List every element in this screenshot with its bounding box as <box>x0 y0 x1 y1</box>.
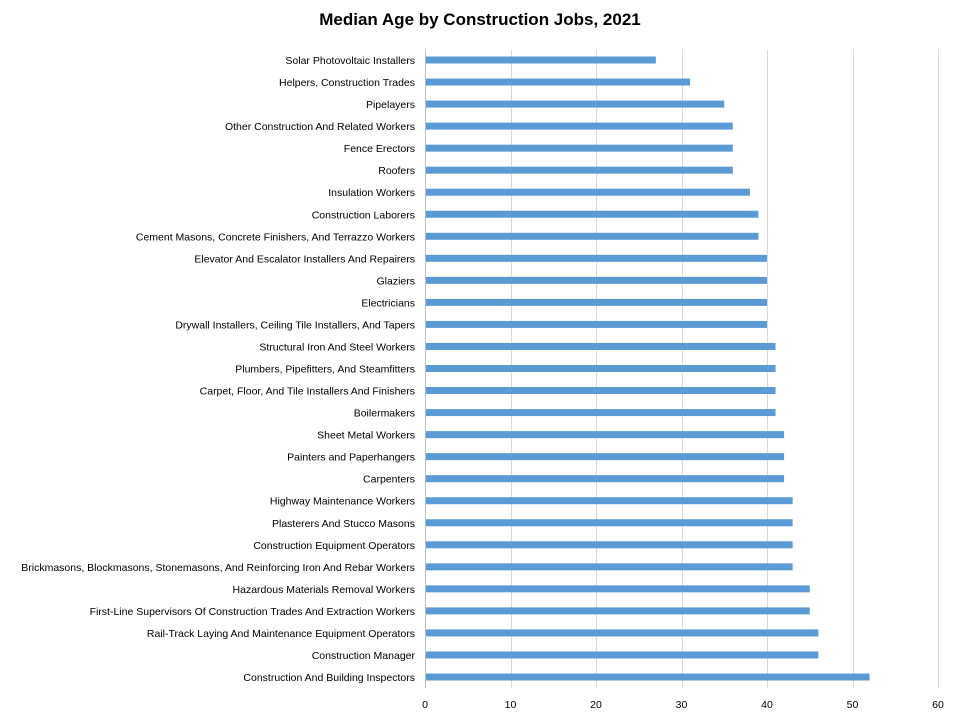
bar <box>425 365 776 372</box>
bar <box>425 629 819 637</box>
category-label: Boilermakers <box>354 408 415 420</box>
bar <box>425 453 785 461</box>
category-label: Construction And Building Inspectors <box>243 672 415 684</box>
bar <box>425 320 767 328</box>
bar <box>425 122 733 130</box>
category-label: Drywall Installers, Ceiling Tile Install… <box>175 319 415 331</box>
category-label: Pipelayers <box>366 99 415 111</box>
category-label: Painters and Paperhangers <box>287 452 415 464</box>
bar <box>425 607 810 615</box>
category-label: Glaziers <box>376 275 415 287</box>
category-label: Fence Erectors <box>344 143 415 155</box>
category-label: Construction Laborers <box>312 209 415 221</box>
category-label: Other Construction And Related Workers <box>225 121 415 133</box>
bar <box>425 651 819 659</box>
category-label: Cement Masons, Concrete Finishers, And T… <box>136 231 415 243</box>
category-label: Sheet Metal Workers <box>317 430 415 442</box>
bar <box>425 342 776 350</box>
bar <box>425 166 733 174</box>
category-label: Carpet, Floor, And Tile Installers And F… <box>200 386 415 398</box>
x-tick-label: 20 <box>590 699 602 711</box>
x-tick-label: 60 <box>932 699 944 711</box>
bar <box>425 475 785 483</box>
category-label: Brickmasons, Blockmasons, Stonemasons, A… <box>21 562 415 574</box>
category-label: Electricians <box>361 297 415 309</box>
chart-title: Median Age by Construction Jobs, 2021 <box>319 10 641 29</box>
category-label: Carpenters <box>363 474 415 486</box>
category-label: Rail-Track Laying And Maintenance Equipm… <box>147 628 415 640</box>
bar <box>425 541 793 549</box>
category-label: Plumbers, Pipefitters, And Steamfitters <box>235 364 415 376</box>
bar <box>425 497 793 505</box>
category-label: Construction Equipment Operators <box>253 540 415 552</box>
bar <box>425 100 725 108</box>
bar <box>425 254 767 262</box>
x-tick-label: 50 <box>847 699 859 711</box>
category-label: Structural Iron And Steel Workers <box>259 341 415 353</box>
category-label: Plasterers And Stucco Masons <box>272 518 415 530</box>
bar <box>425 276 767 284</box>
bar <box>425 431 785 439</box>
bar <box>425 210 759 218</box>
bar <box>425 563 793 571</box>
bar <box>425 144 733 152</box>
x-tick-label: 40 <box>761 699 773 711</box>
bar <box>425 387 776 395</box>
bar <box>425 519 793 527</box>
category-label: Elevator And Escalator Installers And Re… <box>194 253 415 265</box>
bar <box>425 585 810 593</box>
bar <box>425 56 656 64</box>
category-label: First-Line Supervisors Of Construction T… <box>90 606 415 618</box>
x-tick-label: 0 <box>422 699 428 711</box>
bar <box>425 232 759 240</box>
bar <box>425 298 767 306</box>
bar <box>425 673 870 681</box>
bar <box>425 409 776 417</box>
category-label: Highway Maintenance Workers <box>270 496 415 508</box>
category-label: Roofers <box>378 165 415 177</box>
category-label: Construction Manager <box>312 650 416 662</box>
bar <box>425 188 750 196</box>
x-tick-label: 30 <box>676 699 688 711</box>
category-label: Insulation Workers <box>328 187 415 199</box>
x-tick-label: 10 <box>505 699 517 711</box>
category-label: Hazardous Materials Removal Workers <box>233 584 415 596</box>
category-label: Solar Photovoltaic Installers <box>285 55 415 67</box>
category-label: Helpers, Construction Trades <box>279 77 415 89</box>
bar <box>425 78 691 86</box>
